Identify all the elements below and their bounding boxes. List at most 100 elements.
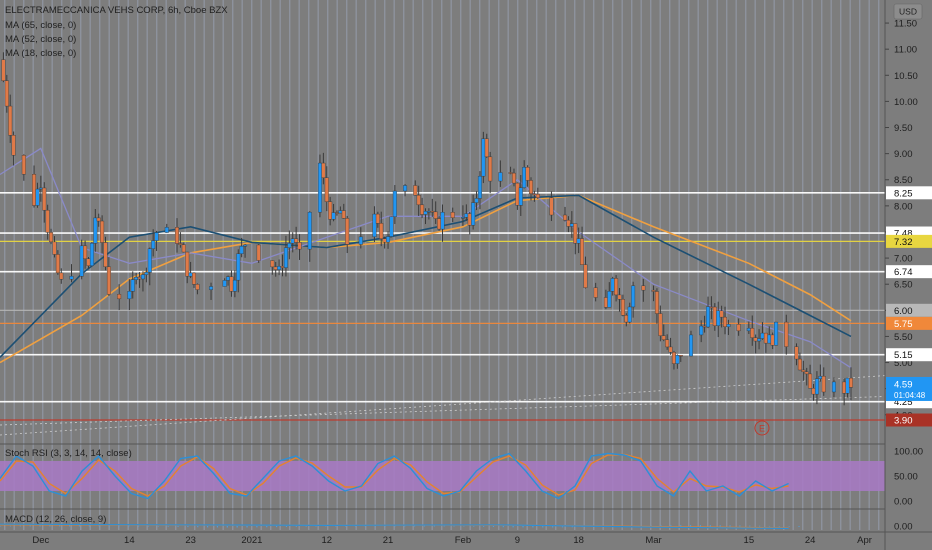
candle-body[interactable] [757,338,762,342]
macd-histogram-bar[interactable] [512,526,514,528]
ma18-legend[interactable]: MA (18, close, 0) [5,48,77,59]
candle-body[interactable] [375,213,380,224]
candle-body[interactable] [464,213,469,218]
candle-body[interactable] [297,242,302,250]
candle-body[interactable] [11,135,16,156]
macd-histogram-bar[interactable] [9,525,12,527]
macd-histogram-bar[interactable] [197,526,199,528]
stoch-rsi-panel[interactable] [0,452,885,500]
candle-body[interactable] [511,172,516,184]
ma65-legend[interactable]: MA (65, close, 0) [5,20,77,31]
candle-body[interactable] [35,188,40,206]
candle-body[interactable] [338,210,343,214]
candle-body[interactable] [69,276,74,280]
macd-histogram-bar[interactable] [423,525,426,527]
macd-histogram-bar[interactable] [492,526,495,528]
candle-body[interactable] [55,254,60,274]
macd-histogram-bar[interactable] [690,525,692,527]
macd-histogram-bar[interactable] [157,526,159,527]
macd-histogram-bar[interactable] [443,525,445,527]
candle-body[interactable] [270,260,275,268]
macd-histogram-bar[interactable] [502,526,504,528]
candle-body[interactable] [750,328,755,338]
candle-body[interactable] [42,187,47,211]
candle-body[interactable] [627,306,632,323]
macd-histogram-bar[interactable] [433,525,435,527]
macd-histogram-bar[interactable] [246,526,248,528]
candle-body[interactable] [334,212,339,214]
candle-body[interactable] [283,247,288,268]
candle-body[interactable] [726,324,731,327]
earnings-marker-label[interactable]: E [759,424,765,434]
candles[interactable] [1,52,853,406]
candle-body[interactable] [736,324,741,332]
candle-body[interactable] [195,284,200,290]
candle-body[interactable] [317,162,322,213]
candle-body[interactable] [420,204,425,215]
candle-body[interactable] [842,381,847,394]
currency-box[interactable] [893,3,923,20]
macd-histogram-bar[interactable] [778,526,780,527]
candle-body[interactable] [716,310,721,326]
macd-histogram-bar[interactable] [561,526,564,528]
candle-body[interactable] [712,306,717,326]
candle-body[interactable] [232,279,237,292]
candle-body[interactable] [117,294,122,300]
candle-body[interactable] [651,289,656,292]
macd-histogram-bar[interactable] [29,525,31,527]
candle-body[interactable] [481,138,486,177]
candle-body[interactable] [185,251,190,277]
candle-body[interactable] [525,167,530,181]
candle-body[interactable] [658,313,663,336]
candle-body[interactable] [96,217,101,222]
candle-body[interactable] [307,211,312,250]
candle-body[interactable] [709,306,714,308]
candle-body[interactable] [753,337,758,342]
macd-histogram-bar[interactable] [49,525,51,527]
candle-body[interactable] [413,185,418,196]
candle-body[interactable] [549,197,554,216]
candle-body[interactable] [706,306,711,328]
candle-body[interactable] [382,238,387,243]
candle-body[interactable] [392,190,397,217]
macd-histogram-bar[interactable] [739,525,741,527]
candle-body[interactable] [52,241,57,255]
macd-histogram-bar[interactable] [532,526,534,528]
candle-body[interactable] [794,346,799,360]
candle-body[interactable] [811,388,816,395]
candle-body[interactable] [801,369,806,373]
macd-histogram-bar[interactable] [285,526,288,527]
candle-body[interactable] [610,278,615,292]
candle-body[interactable] [746,328,751,332]
candle-body[interactable] [294,238,299,243]
macd-histogram-bar[interactable] [138,525,140,527]
candle-body[interactable] [137,277,142,280]
macd-histogram-bar[interactable] [335,525,337,527]
candle-body[interactable] [433,211,438,219]
candle-body[interactable] [437,218,442,230]
ma52-legend[interactable]: MA (52, close, 0) [5,34,77,45]
candle-body[interactable] [277,266,282,270]
macd-histogram-bar[interactable] [453,525,455,527]
candle-body[interactable] [192,272,197,285]
macd-histogram-bar[interactable] [295,526,297,527]
macd-histogram-bar[interactable] [39,525,41,527]
candle-body[interactable] [49,232,54,243]
candle-body[interactable] [498,172,503,182]
candle-body[interactable] [529,180,534,194]
candle-body[interactable] [474,198,479,203]
macd-histogram-bar[interactable] [709,525,711,527]
candle-body[interactable] [688,334,693,357]
candle-body[interactable] [654,291,659,314]
candle-body[interactable] [86,258,91,266]
candle-body[interactable] [243,244,248,247]
candle-body[interactable] [845,377,850,394]
currency-label[interactable]: USD [899,7,917,17]
candle-body[interactable] [273,266,278,270]
candle-body[interactable] [515,182,520,206]
macd-histogram-bar[interactable] [552,526,554,528]
macd-histogram-bar[interactable] [88,525,90,527]
candle-body[interactable] [665,339,670,348]
candle-body[interactable] [89,243,94,266]
